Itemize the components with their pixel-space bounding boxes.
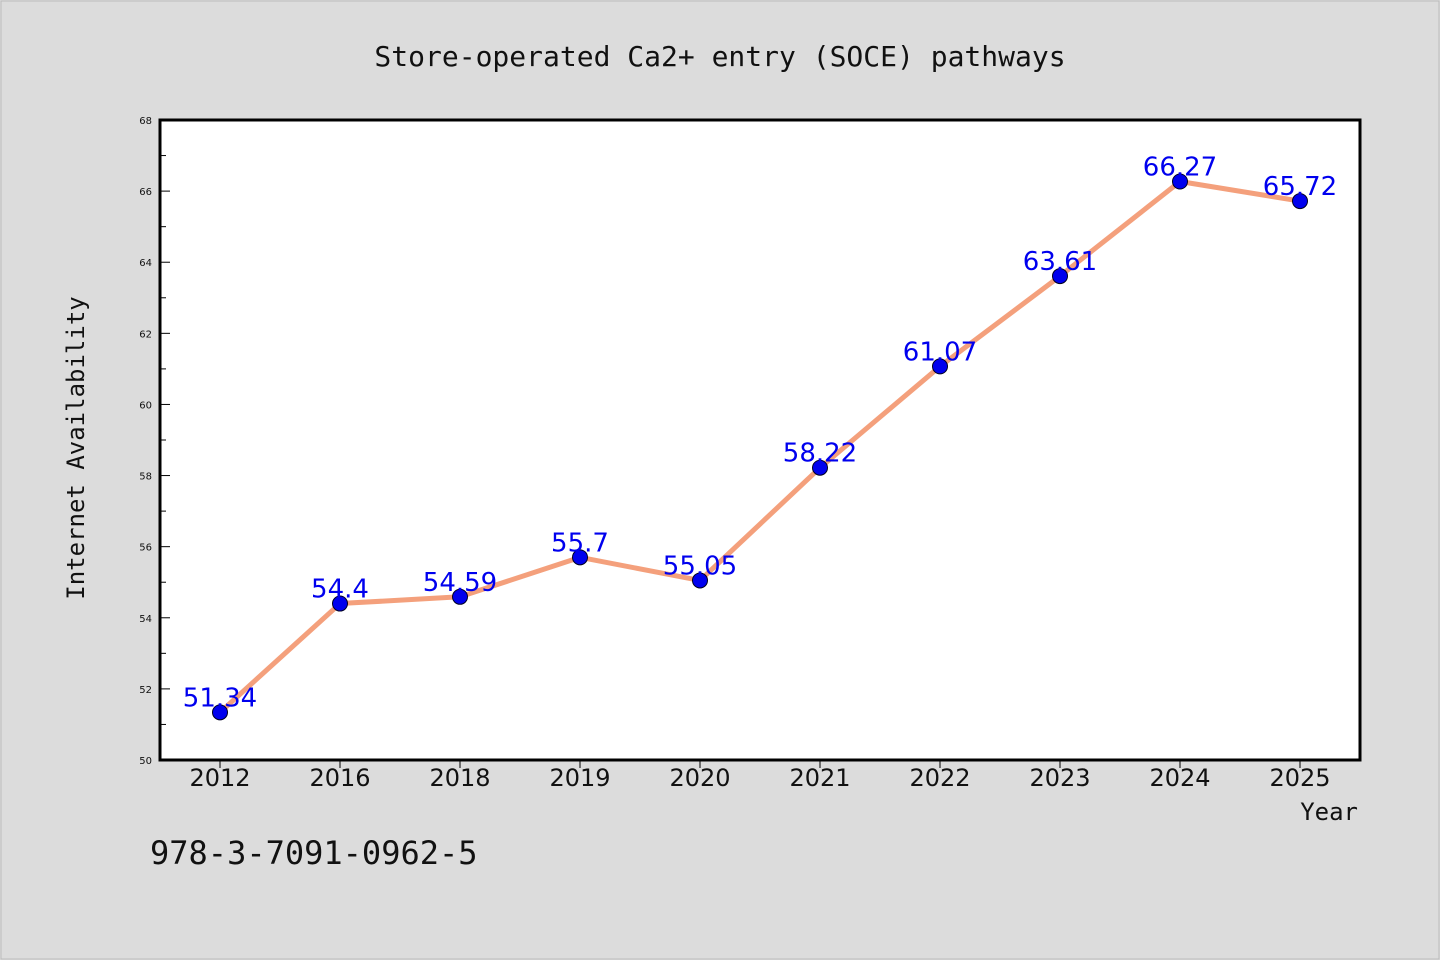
- y-tick-label: 52: [139, 685, 152, 696]
- x-tick-label: 2019: [549, 764, 610, 792]
- y-tick-label: 56: [139, 543, 152, 554]
- y-tick-label: 58: [139, 472, 152, 483]
- data-label: 58.22: [783, 439, 857, 469]
- y-tick-label: 54: [139, 614, 152, 625]
- x-axis-label: Year: [1300, 798, 1358, 826]
- data-label: 51.34: [183, 683, 257, 713]
- x-tick-labels: 2012 2016 2018 2019 2020 2021 2022 2023 2024 2025: [189, 764, 1330, 792]
- data-point: [932, 358, 948, 375]
- chart-title: Store-operated Ca2+ entry (SOCE) pathway…: [374, 40, 1065, 73]
- data-point: [1292, 193, 1308, 210]
- data-point: [1052, 268, 1068, 285]
- x-tick-label: 2021: [789, 764, 850, 792]
- data-points: [212, 173, 1308, 721]
- data-point: [212, 704, 228, 721]
- data-point: [332, 595, 348, 612]
- data-point: [572, 549, 588, 566]
- data-point: [1172, 173, 1188, 190]
- data-labels: 51.34 54.4 54.59 55.7 55.05 58.22 61.07 63.61 66…: [183, 153, 1337, 714]
- footnote-isbn: 978-3-7091-0962-5: [150, 834, 478, 872]
- x-tick-label: 2018: [429, 764, 490, 792]
- x-tick-label: 2016: [309, 764, 370, 792]
- data-label: 66.27: [1143, 153, 1217, 183]
- data-label: 54.4: [311, 575, 369, 605]
- data-point: [812, 459, 828, 476]
- data-label: 55.7: [551, 528, 609, 558]
- y-tick-labels: 50 52 54 56 58 60 62 64 66 68: [139, 116, 152, 767]
- x-tick-label: 2023: [1029, 764, 1090, 792]
- x-tick-label: 2025: [1269, 764, 1330, 792]
- data-label: 65.72: [1263, 172, 1337, 202]
- data-point: [452, 588, 468, 605]
- y-tick-label: 64: [139, 258, 152, 269]
- y-tick-label: 50: [139, 756, 152, 767]
- y-axis-label: Internet Availability: [62, 296, 90, 599]
- series-line: [217, 179, 1303, 715]
- data-label: 54.59: [423, 568, 497, 598]
- y-tick-label: 66: [139, 187, 152, 198]
- data-label: 61.07: [903, 337, 977, 367]
- y-tick-label: 60: [139, 400, 152, 411]
- x-tick-label: 2024: [1149, 764, 1210, 792]
- x-tick-label: 2012: [189, 764, 250, 792]
- series-line-group: [217, 179, 1303, 715]
- x-tick-label: 2020: [669, 764, 730, 792]
- x-tick-label: 2022: [909, 764, 970, 792]
- data-point: [692, 572, 708, 589]
- y-tick-label: 62: [139, 329, 152, 340]
- plot-area: [160, 120, 1360, 760]
- data-label: 55.05: [663, 551, 737, 581]
- data-label: 63.61: [1023, 247, 1097, 277]
- y-tick-label: 68: [139, 116, 152, 127]
- plot-frame: [158, 118, 1362, 762]
